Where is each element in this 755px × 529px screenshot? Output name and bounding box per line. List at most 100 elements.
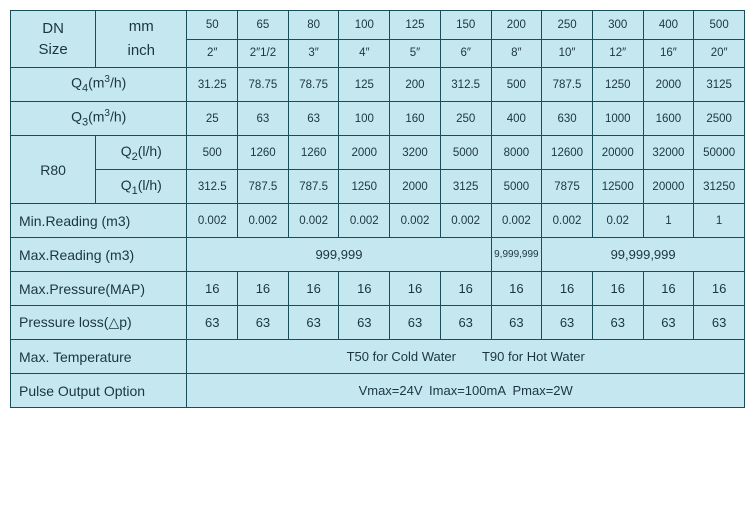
maxp-3: 16 — [339, 272, 390, 306]
q3-10: 2500 — [694, 102, 745, 136]
q4-7: 787.5 — [542, 68, 593, 102]
size-mm-2: 80 — [288, 11, 339, 40]
row-maxt-label: Max. Temperature — [11, 340, 187, 374]
minr-3: 0.002 — [339, 204, 390, 238]
maxt-text: T50 for Cold Water T90 for Hot Water — [187, 340, 745, 374]
hdr-dn: DN — [42, 20, 64, 37]
q2-3: 2000 — [339, 136, 390, 170]
size-in-0: 2″ — [187, 39, 238, 68]
q1-10: 31250 — [694, 170, 745, 204]
size-mm-1: 65 — [238, 11, 289, 40]
q2-5: 5000 — [440, 136, 491, 170]
q3-7: 630 — [542, 102, 593, 136]
row-pulse-label: Pulse Output Option — [11, 374, 187, 408]
q2-6: 8000 — [491, 136, 542, 170]
pl-4: 63 — [390, 306, 441, 340]
q4-5: 312.5 — [440, 68, 491, 102]
pl-1: 63 — [238, 306, 289, 340]
q3-3: 100 — [339, 102, 390, 136]
q2-7: 12600 — [542, 136, 593, 170]
pl-6: 63 — [491, 306, 542, 340]
hdr-dn-size: DN Size — [11, 11, 96, 68]
minr-0: 0.002 — [187, 204, 238, 238]
size-mm-3: 100 — [339, 11, 390, 40]
hdr-mm-inch: mm inch — [96, 11, 187, 68]
row-ploss-label: Pressure loss(△p) — [11, 306, 187, 340]
minr-1: 0.002 — [238, 204, 289, 238]
row-r80-label: R80 — [11, 136, 96, 204]
minr-4: 0.002 — [390, 204, 441, 238]
row-maxread-label: Max.Reading (m3) — [11, 238, 187, 272]
q4-10: 3125 — [694, 68, 745, 102]
q3-1: 63 — [238, 102, 289, 136]
q4-8: 1250 — [592, 68, 643, 102]
q1-9: 20000 — [643, 170, 694, 204]
size-in-1: 2″1/2 — [238, 39, 289, 68]
row-q2-label: Q2(l/h) — [96, 136, 187, 170]
size-mm-10: 500 — [694, 11, 745, 40]
minr-6: 0.002 — [491, 204, 542, 238]
q3-4: 160 — [390, 102, 441, 136]
size-in-10: 20″ — [694, 39, 745, 68]
size-mm-9: 400 — [643, 11, 694, 40]
q1-0: 312.5 — [187, 170, 238, 204]
q1-5: 3125 — [440, 170, 491, 204]
size-in-8: 12″ — [592, 39, 643, 68]
maxread-v1: 999,999 — [187, 238, 491, 272]
q1-8: 12500 — [592, 170, 643, 204]
hdr-size: Size — [38, 41, 67, 58]
q4-1: 78.75 — [238, 68, 289, 102]
size-mm-6: 200 — [491, 11, 542, 40]
q1-6: 5000 — [491, 170, 542, 204]
q4-0: 31.25 — [187, 68, 238, 102]
minr-7: 0.002 — [542, 204, 593, 238]
minr-9: 1 — [643, 204, 694, 238]
pl-9: 63 — [643, 306, 694, 340]
q1-7: 7875 — [542, 170, 593, 204]
q3-2: 63 — [288, 102, 339, 136]
pulse-text: Vmax=24V Imax=100mA Pmax=2W — [187, 374, 745, 408]
maxp-8: 16 — [592, 272, 643, 306]
q2-0: 500 — [187, 136, 238, 170]
q4-3: 125 — [339, 68, 390, 102]
pl-2: 63 — [288, 306, 339, 340]
pl-0: 63 — [187, 306, 238, 340]
size-in-9: 16″ — [643, 39, 694, 68]
maxp-10: 16 — [694, 272, 745, 306]
row-minread-label: Min.Reading (m3) — [11, 204, 187, 238]
q2-1: 1260 — [238, 136, 289, 170]
maxp-2: 16 — [288, 272, 339, 306]
q1-3: 1250 — [339, 170, 390, 204]
q2-2: 1260 — [288, 136, 339, 170]
q2-4: 3200 — [390, 136, 441, 170]
size-mm-0: 50 — [187, 11, 238, 40]
q1-2: 787.5 — [288, 170, 339, 204]
hdr-inch: inch — [128, 42, 156, 59]
size-in-7: 10″ — [542, 39, 593, 68]
pl-10: 63 — [694, 306, 745, 340]
q4-4: 200 — [390, 68, 441, 102]
maxp-5: 16 — [440, 272, 491, 306]
pl-7: 63 — [542, 306, 593, 340]
spec-table: DN Size mm inch 50 65 80 100 125 150 200… — [10, 10, 745, 408]
maxread-v3: 99,999,999 — [542, 238, 745, 272]
minr-10: 1 — [694, 204, 745, 238]
maxread-v2: 9,999,999 — [491, 238, 542, 272]
q4-9: 2000 — [643, 68, 694, 102]
hdr-mm: mm — [129, 18, 154, 35]
size-mm-5: 150 — [440, 11, 491, 40]
minr-5: 0.002 — [440, 204, 491, 238]
size-in-4: 5″ — [390, 39, 441, 68]
maxp-9: 16 — [643, 272, 694, 306]
q3-8: 1000 — [592, 102, 643, 136]
maxp-1: 16 — [238, 272, 289, 306]
q1-1: 787.5 — [238, 170, 289, 204]
size-mm-8: 300 — [592, 11, 643, 40]
maxp-0: 16 — [187, 272, 238, 306]
q2-8: 20000 — [592, 136, 643, 170]
q3-9: 1600 — [643, 102, 694, 136]
maxp-6: 16 — [491, 272, 542, 306]
q2-10: 50000 — [694, 136, 745, 170]
q3-5: 250 — [440, 102, 491, 136]
size-mm-7: 250 — [542, 11, 593, 40]
